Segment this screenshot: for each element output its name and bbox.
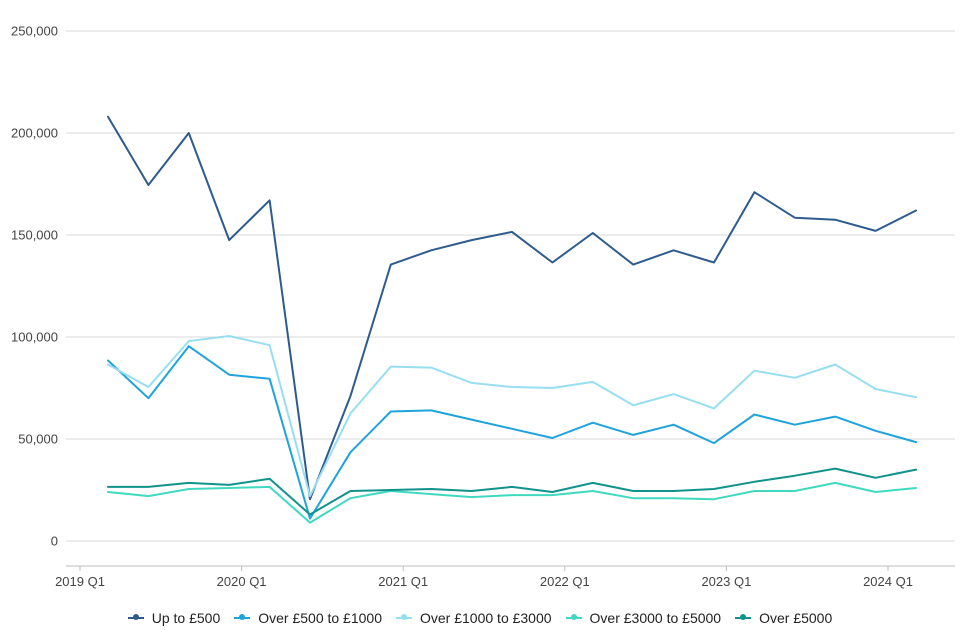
legend-item[interactable]: Up to £500 — [127, 610, 221, 626]
legend-swatch — [565, 614, 582, 620]
line-chart: 0 50,000 100,000 150,000 200,000 250,000 2019… — [11, 24, 955, 589]
series-line — [107, 345, 917, 520]
legend-item[interactable]: Over £5000 — [735, 610, 832, 626]
series-line — [107, 481, 917, 524]
x-tick-label: 2022 Q1 — [540, 574, 590, 589]
y-tick-label: 50,000 — [18, 432, 58, 447]
series-line — [107, 115, 917, 501]
chart-legend: Up to £500 Over £500 to £1000 Over £1000 t… — [0, 606, 960, 630]
legend-label: Over £1000 to £3000 — [420, 610, 552, 626]
y-tick-label: 150,000 — [11, 228, 58, 243]
legend-label: Over £5000 — [759, 610, 833, 626]
x-tick-label: 2019 Q1 — [55, 574, 105, 589]
legend-label: Over £3000 to £5000 — [589, 610, 722, 626]
legend-label: Over £500 to £1000 — [258, 610, 382, 626]
y-tick-label: 0 — [51, 534, 58, 549]
series-lines — [107, 115, 917, 524]
legend-item[interactable]: Over £1000 to £3000 — [396, 610, 552, 626]
y-tick-label: 200,000 — [11, 126, 58, 141]
x-axis: 2019 Q1 2020 Q1 2021 Q1 2022 Q1 2023 Q1 2024 … — [55, 565, 955, 589]
y-tick-label: 100,000 — [11, 330, 58, 345]
legend-label: Up to £500 — [151, 610, 221, 626]
x-tick-label: 2024 Q1 — [863, 574, 913, 589]
legend-swatch — [396, 614, 412, 620]
x-tick-label: 2023 Q1 — [701, 574, 751, 589]
x-tick-label: 2020 Q1 — [217, 574, 267, 589]
x-tick-label: 2021 Q1 — [378, 574, 428, 589]
legend-swatch — [735, 614, 752, 620]
y-tick-label: 250,000 — [11, 24, 58, 39]
series-line — [107, 335, 917, 498]
legend-item[interactable]: Over £3000 to £5000 — [565, 610, 722, 626]
legend-swatch — [234, 614, 251, 620]
series-line — [107, 467, 917, 516]
y-axis: 0 50,000 100,000 150,000 200,000 250,000 — [11, 24, 58, 549]
grid-lines — [66, 30, 955, 542]
legend-swatch — [127, 614, 144, 620]
legend-item[interactable]: Over £500 to £1000 — [234, 610, 382, 626]
